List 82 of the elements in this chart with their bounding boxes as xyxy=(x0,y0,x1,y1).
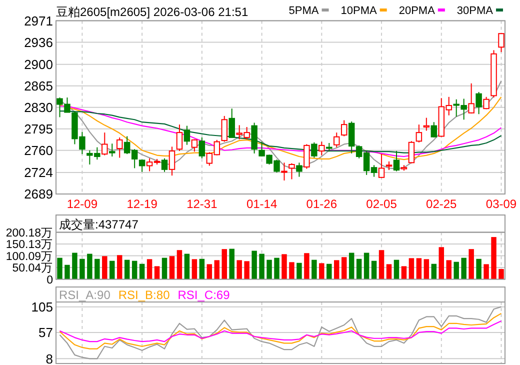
legend-label: 10PMA xyxy=(340,5,378,17)
candlestick xyxy=(116,136,123,158)
candlestick xyxy=(498,32,504,53)
candlestick xyxy=(318,141,325,156)
candlestick xyxy=(483,96,490,110)
candlestick xyxy=(236,124,242,140)
candlestick xyxy=(244,126,250,140)
candlestick xyxy=(468,82,474,114)
y-tick-label: 105 xyxy=(31,299,53,314)
y-tick-label: 2900 xyxy=(24,57,53,72)
candlestick xyxy=(86,150,93,165)
candlestick xyxy=(184,125,190,146)
candlestick xyxy=(348,120,355,154)
y-tick-label: 2689 xyxy=(24,186,53,202)
candlestick xyxy=(460,98,467,120)
candlestick xyxy=(378,154,385,179)
y-tick-label: 2760 xyxy=(24,143,53,158)
candlestick xyxy=(168,146,176,176)
candlestick xyxy=(79,131,86,155)
candlestick xyxy=(146,158,153,172)
x-tick-label: 02-05 xyxy=(366,197,398,211)
x-tick-label: 12-09 xyxy=(66,197,98,211)
title: 成交量:437747 xyxy=(59,217,138,232)
candlestick xyxy=(214,139,220,156)
title: 豆粕2605[m2605] 2026-03-06 21:51 xyxy=(56,5,248,19)
candlestick xyxy=(64,97,70,113)
y-tick-label: 0 xyxy=(46,274,53,286)
legend-label: 20PMA xyxy=(398,5,436,17)
candlestick xyxy=(109,143,116,158)
y-tick-label: 50.04万 xyxy=(12,262,53,275)
y-tick-label: 57 xyxy=(38,325,53,340)
y-tick-label: 2795 xyxy=(24,122,53,137)
candlestick xyxy=(281,162,288,181)
text: RSI_C:69 xyxy=(178,288,230,302)
legend-label: 5PMA xyxy=(288,5,320,17)
candlestick xyxy=(138,159,146,172)
y-tick-label: 100.09万 xyxy=(6,250,53,263)
candlestick xyxy=(94,146,100,160)
candlestick xyxy=(393,150,400,172)
candlestick xyxy=(161,158,168,172)
y-tick-label: 2971 xyxy=(24,13,53,28)
candlestick xyxy=(430,122,438,138)
candlestick xyxy=(176,124,183,152)
x-tick-label: 01-14 xyxy=(246,197,278,211)
text: RSI_A:90 xyxy=(59,288,111,302)
candlestick xyxy=(288,162,295,180)
x-tick-label: 12-31 xyxy=(186,197,218,211)
candlestick xyxy=(191,138,198,152)
y-tick-label: 8 xyxy=(46,351,53,365)
candlestick xyxy=(340,120,348,137)
candlestick xyxy=(102,132,108,156)
candlestick xyxy=(221,115,228,142)
candlestick xyxy=(296,162,302,178)
x-tick-label: 02-25 xyxy=(426,197,458,211)
x-tick-label: 03-09 xyxy=(486,197,517,211)
x-tick-label: 12-19 xyxy=(126,197,158,211)
y-tick-label: 2936 xyxy=(24,34,53,50)
y-tick-label: 2865 xyxy=(24,78,53,94)
candlestick xyxy=(416,124,422,143)
text: RSI_B:80 xyxy=(118,288,170,302)
candlestick xyxy=(363,150,370,176)
candlestick xyxy=(206,152,213,166)
candlestick xyxy=(476,91,482,115)
candlestick xyxy=(446,96,452,116)
candlestick xyxy=(423,117,430,132)
candlestick xyxy=(198,136,206,159)
candlestick xyxy=(453,98,460,118)
candlestick xyxy=(131,148,138,169)
x-tick-label: 01-26 xyxy=(306,197,338,211)
candlestick xyxy=(258,141,265,158)
candlestick xyxy=(124,136,130,155)
candlestick xyxy=(334,132,340,148)
candlestick xyxy=(251,122,258,154)
candlestick xyxy=(228,108,235,138)
candlestick xyxy=(370,164,378,178)
y-tick-label: 200.18万 xyxy=(6,226,53,240)
y-tick-label: 2724 xyxy=(24,165,53,180)
y-tick-label: 150.13万 xyxy=(6,238,53,252)
y-tick-label: 2830 xyxy=(24,100,53,116)
candlestick xyxy=(56,97,63,118)
legend-label: 30PMA xyxy=(456,5,494,17)
candlestick xyxy=(311,142,318,158)
